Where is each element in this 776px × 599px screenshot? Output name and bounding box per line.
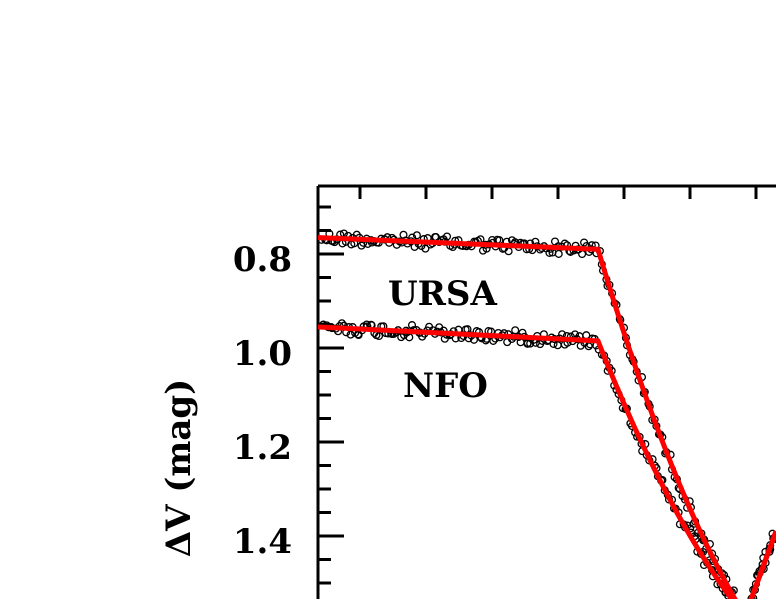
data-point-ursa bbox=[550, 237, 560, 246]
y-tick-label: 1.4 bbox=[233, 522, 292, 562]
data-point-nfo bbox=[553, 341, 562, 350]
data-point-ursa bbox=[554, 249, 563, 258]
fit-curves bbox=[317, 235, 776, 599]
y-axis-label: ΔV (mag) bbox=[159, 379, 199, 558]
data-point-ursa bbox=[412, 231, 421, 240]
data-point-ursa bbox=[578, 249, 587, 259]
data-point-nfo bbox=[374, 331, 384, 341]
data-point-nfo bbox=[511, 326, 520, 335]
series-label-nfo: NFO bbox=[403, 366, 488, 406]
data-point-ursa bbox=[421, 244, 430, 253]
data-point-ursa bbox=[442, 232, 452, 241]
y-tick-label: 1.2 bbox=[233, 428, 292, 468]
fit-curve-ursa bbox=[317, 235, 776, 599]
fit-curve-nfo bbox=[317, 324, 776, 599]
y-tick-label: 0.8 bbox=[233, 240, 292, 280]
series-label-ursa: URSA bbox=[388, 274, 497, 314]
data-point-nfo bbox=[346, 330, 355, 339]
data-point-nfo bbox=[407, 321, 417, 330]
y-tick-label: 1.0 bbox=[233, 334, 292, 374]
plot-axes bbox=[316, 184, 776, 599]
